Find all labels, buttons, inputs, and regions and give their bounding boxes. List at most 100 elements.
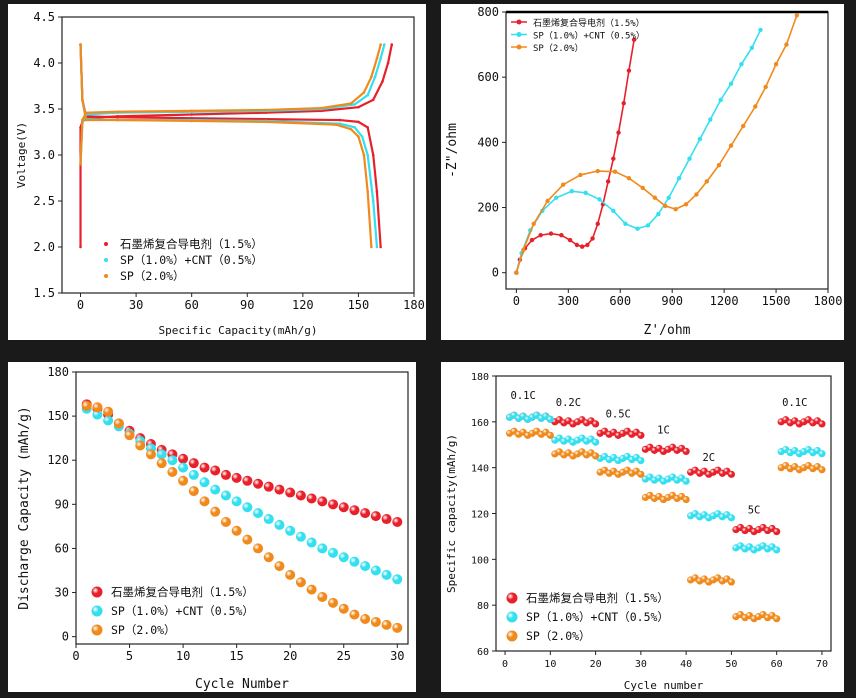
orange-impedance-point xyxy=(545,198,550,204)
cyan-impedance-point xyxy=(645,223,651,228)
red-rate-point xyxy=(637,431,645,439)
orange-capacity-point xyxy=(328,597,339,608)
rate-label: 0.5C xyxy=(606,408,631,420)
cyan-capacity-point xyxy=(220,490,231,501)
y-tick-label: 180 xyxy=(471,372,489,383)
plot-frame xyxy=(61,16,415,294)
legend-marker-cyan xyxy=(516,32,522,37)
red-capacity-point xyxy=(338,502,349,513)
y-tick-label: 200 xyxy=(477,201,499,215)
x-tick-label: 300 xyxy=(557,294,579,308)
x-tick-label: 150 xyxy=(348,298,370,312)
orange-capacity-point xyxy=(199,496,210,507)
x-tick-label: 60 xyxy=(184,298,198,312)
orange-impedance-point xyxy=(560,182,566,187)
x-tick-label: 0 xyxy=(513,294,520,308)
cyan-impedance-point xyxy=(583,190,588,196)
cyan-charge-point xyxy=(366,93,369,97)
cyan-capacity-point xyxy=(253,508,264,519)
red-rate-point xyxy=(818,420,826,428)
red-impedance-point xyxy=(579,244,585,249)
cycle-life-chart: 0 5 10 15 20 25 30 0 30 60 90 120 150 180 Cycle Number… xyxy=(17,365,409,692)
red-charge-point xyxy=(381,80,384,83)
rate-label: 0.1C xyxy=(511,390,536,402)
cyan-rate-point xyxy=(727,514,736,522)
red-capacity-point xyxy=(220,469,231,480)
plot-frame xyxy=(75,371,409,645)
legend-label: SP（2.0%） xyxy=(526,629,591,643)
cyan-capacity-point xyxy=(103,415,114,426)
x-tick-label: 0 xyxy=(502,659,508,670)
x-tick-label: 5 xyxy=(126,649,133,663)
cyan-rate-point xyxy=(682,477,690,485)
y-tick-label: 4.5 xyxy=(33,10,55,24)
orange-discharge-point xyxy=(116,118,119,122)
orange-capacity-point xyxy=(135,440,146,451)
orange-impedance-point xyxy=(514,270,519,275)
cyan-capacity-point xyxy=(306,537,317,548)
orange-impedance-point xyxy=(673,206,678,212)
red-impedance-point xyxy=(616,130,621,135)
red-impedance-point xyxy=(538,233,543,238)
red-discharge-point xyxy=(366,126,369,129)
cyan-impedance-point xyxy=(749,45,755,51)
x-tick-label: 60 xyxy=(771,659,783,670)
cyan-discharge-point xyxy=(353,126,357,129)
red-rate-point xyxy=(591,420,600,428)
orange-discharge-point xyxy=(79,43,82,46)
orange-impedance-point xyxy=(626,176,632,181)
orange-impedance-point xyxy=(716,162,722,168)
red-impedance-point xyxy=(621,101,626,106)
red-impedance-point xyxy=(631,37,637,42)
orange-charge-curve xyxy=(79,44,382,165)
red-charge-point xyxy=(390,43,394,46)
rate-label: 2C xyxy=(702,452,715,464)
x-tick-label: 600 xyxy=(609,294,631,308)
y-tick-label: 400 xyxy=(477,135,499,149)
red-capacity-point xyxy=(306,493,317,504)
red-impedance-point xyxy=(529,237,535,243)
red-capacity-point xyxy=(285,487,296,498)
cyan-impedance-point xyxy=(687,156,692,161)
orange-charge-point xyxy=(190,109,193,113)
y-tick-label: 600 xyxy=(477,70,499,84)
orange-charge-point xyxy=(375,57,379,60)
red-capacity-point xyxy=(349,505,360,516)
legend-label: 石墨烯复合导电剂（1.5%） xyxy=(120,237,263,251)
legend-label: 石墨烯复合导电剂（1.5%） xyxy=(533,17,645,29)
orange-impedance-point xyxy=(640,185,645,191)
orange-impedance-point xyxy=(694,192,699,197)
legend-label: SP（1.0%）+CNT（0.5%） xyxy=(120,253,263,267)
red-discharge-point xyxy=(375,190,379,194)
cyan-rate-point xyxy=(591,438,600,446)
orange-capacity-point xyxy=(306,584,317,595)
orange-discharge-point xyxy=(357,135,360,138)
y-tick-label: 800 xyxy=(477,5,499,19)
orange-rate-point xyxy=(773,615,781,623)
orange-capacity-point xyxy=(338,603,349,614)
cyan-discharge-point xyxy=(371,199,375,203)
orange-discharge-curve xyxy=(79,44,373,248)
orange-capacity-point xyxy=(242,534,253,545)
y-tick-label: 60 xyxy=(55,541,69,555)
red-capacity-point xyxy=(317,496,328,507)
cyan-rate-point xyxy=(773,546,781,554)
x-tick-label: 25 xyxy=(337,649,351,663)
cyan-impedance-point xyxy=(597,197,602,202)
cyan-impedance-point xyxy=(728,81,734,86)
cyan-impedance-point xyxy=(554,195,559,200)
red-impedance-curve xyxy=(515,39,635,273)
cyan-capacity-point xyxy=(285,525,296,536)
cyan-capacity-point xyxy=(242,502,253,513)
cyan-capacity-point xyxy=(210,484,221,495)
red-charge-point xyxy=(357,105,360,109)
red-capacity-point xyxy=(231,472,242,483)
red-capacity-point xyxy=(274,484,285,495)
legend-marker-red xyxy=(91,586,103,598)
orange-capacity-point xyxy=(381,619,392,630)
cyan-capacity-point xyxy=(338,552,349,563)
cyan-charge-point xyxy=(353,103,357,106)
red-capacity-point xyxy=(295,490,306,501)
orange-impedance-point xyxy=(652,195,658,200)
cyan-discharge-curve xyxy=(79,44,379,248)
